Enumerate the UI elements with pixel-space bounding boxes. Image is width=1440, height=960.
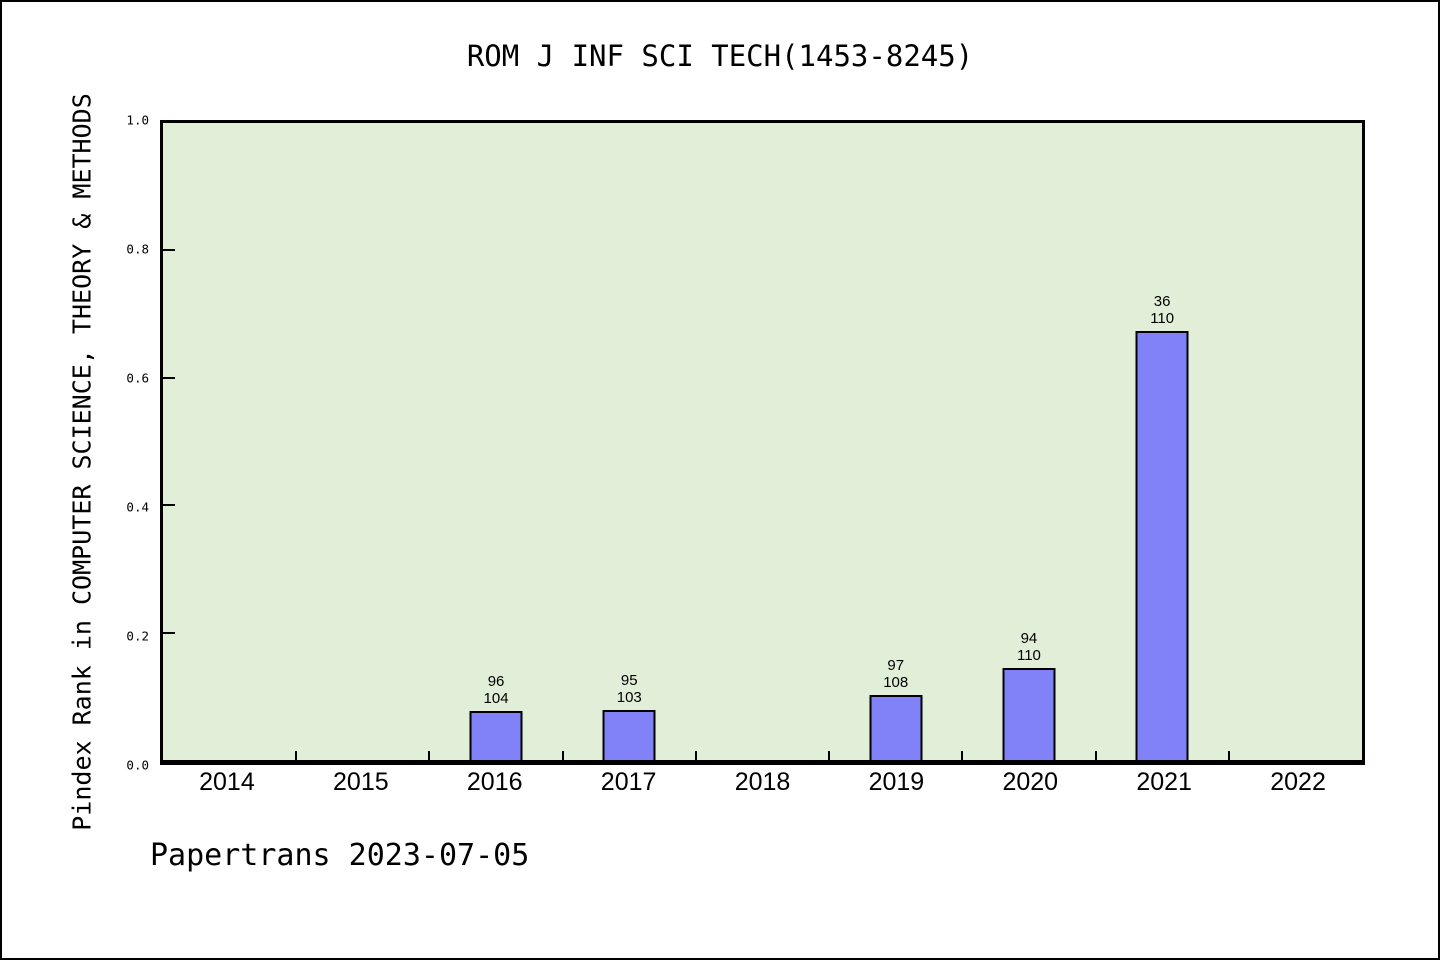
x-tick-label: 2015 [333,768,389,796]
bar-value-label: 96 104 [483,672,509,707]
x-axis-tick [1094,751,1097,760]
x-axis-tick [295,751,298,760]
bar-value-label: 94 110 [1016,629,1041,664]
x-axis-tick [561,751,564,760]
x-axis-tick [694,751,697,760]
y-axis-tick [163,249,175,252]
bar-value-label: 95 103 [616,672,642,707]
y-axis-tick-labels: 0.0 0.2 0.4 0.6 0.8 1.0 [102,113,152,773]
y-axis-label: Pindex Rank in COMPUTER SCIENCE, THEORY … [67,93,97,831]
bar-2019 [869,695,923,760]
bar-value-label: 36 110 [1150,293,1175,328]
x-tick-label: 2020 [1002,768,1059,796]
bar-2021 [1135,331,1189,760]
x-axis-tick [961,751,964,760]
chart-title: ROM J INF SCI TECH(1453-8245) [466,39,974,73]
y-axis-tick [163,631,175,634]
plot-area: 96 104 95 103 97 108 94 110 36 110 [160,120,1365,765]
y-axis-tick [163,376,175,379]
x-tick-label: 2022 [1270,768,1326,796]
bar-2020 [1002,667,1056,760]
bar-value-label: 97 108 [883,657,909,692]
x-tick-label: 2021 [1136,768,1192,796]
y-tick-label: 0.8 [126,241,149,257]
bar-2016 [469,710,523,760]
y-tick-label: 0.6 [126,370,149,386]
footer-text: Papertrans 2023-07-05 [150,838,530,873]
y-axis-tick [163,504,175,507]
x-tick-label: 2014 [199,768,255,796]
x-axis-labels: 2014 2015 2016 2017 2018 2019 2020 2021 2022 [160,768,1365,802]
y-tick-label: 1.0 [126,112,149,128]
x-axis-tick [428,751,431,760]
x-axis-tick [1227,751,1230,760]
x-tick-label: 2017 [600,768,657,796]
x-tick-label: 2016 [466,768,523,796]
y-tick-label: 0.4 [126,499,149,515]
x-axis-tick [828,751,831,760]
y-tick-label: 0.2 [126,628,149,644]
x-tick-label: 2019 [868,768,925,796]
bar-2017 [602,710,656,760]
x-tick-label: 2018 [734,768,791,796]
y-tick-label: 0.0 [126,757,149,773]
